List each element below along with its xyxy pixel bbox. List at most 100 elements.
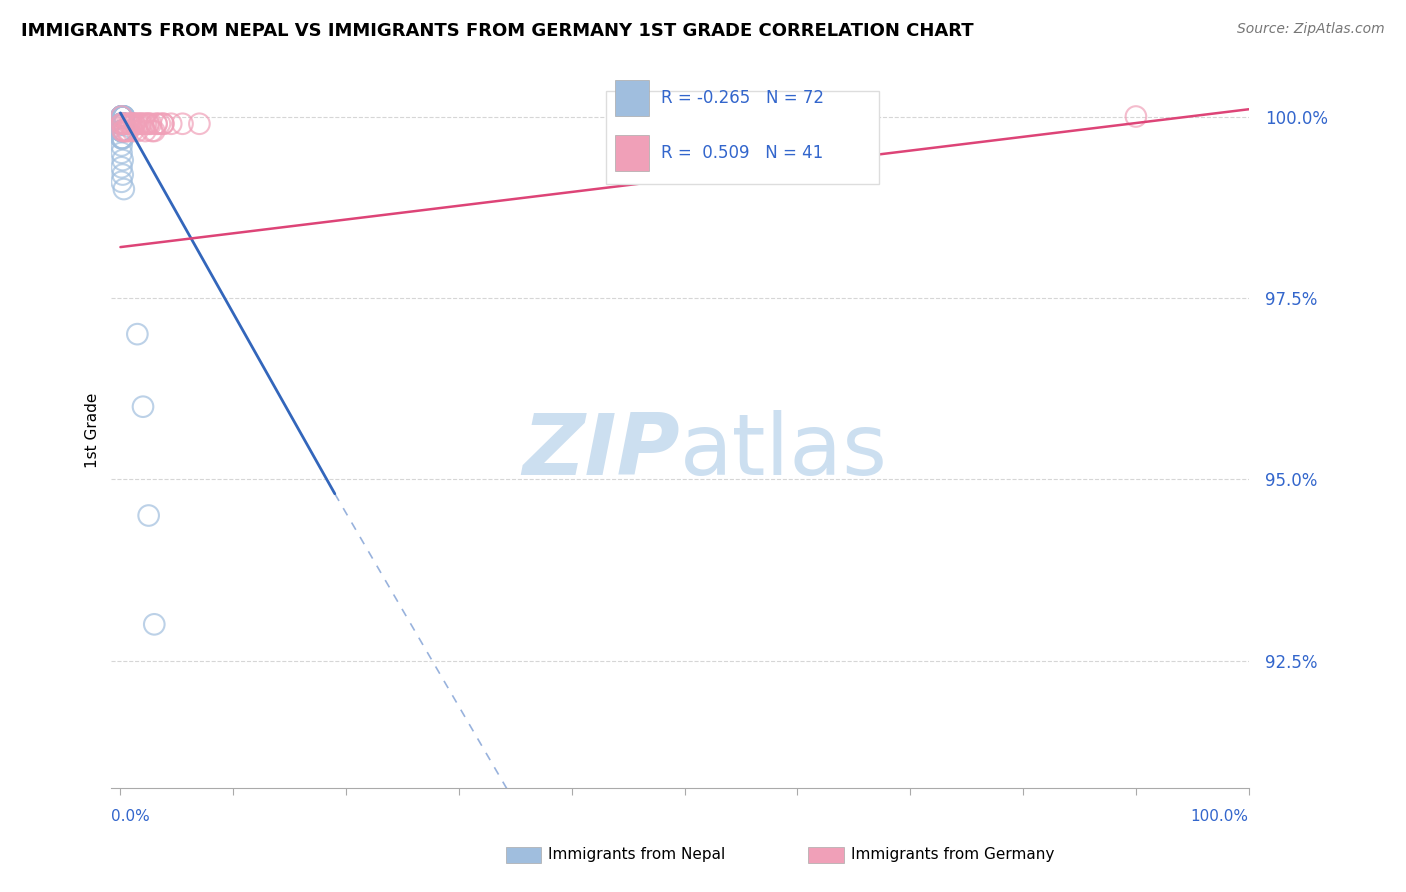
Point — [110, 117, 132, 131]
Text: atlas: atlas — [681, 410, 889, 493]
Point — [110, 117, 132, 131]
Point — [132, 117, 155, 131]
Point — [111, 117, 134, 131]
Point — [111, 110, 134, 124]
Point — [110, 110, 132, 124]
Point — [124, 117, 146, 131]
Point — [112, 117, 135, 131]
Text: 100.0%: 100.0% — [1191, 809, 1249, 824]
Point — [145, 117, 167, 131]
Point — [110, 110, 132, 124]
Point — [110, 124, 132, 138]
Point — [111, 124, 134, 138]
Point — [111, 131, 134, 145]
Point — [111, 124, 134, 138]
Point — [1125, 110, 1147, 124]
Point — [111, 131, 134, 145]
Point — [110, 110, 132, 124]
Point — [111, 117, 134, 131]
Point — [134, 124, 156, 138]
Point — [121, 124, 143, 138]
FancyBboxPatch shape — [616, 136, 650, 171]
Point — [138, 117, 160, 131]
Point — [110, 110, 132, 124]
Point — [132, 400, 155, 414]
Point — [110, 110, 132, 124]
Text: Immigrants from Nepal: Immigrants from Nepal — [548, 847, 725, 862]
Point — [111, 117, 134, 131]
Point — [110, 124, 132, 138]
Text: R =  0.509   N = 41: R = 0.509 N = 41 — [661, 144, 823, 162]
Point — [112, 110, 135, 124]
Point — [110, 117, 132, 131]
Point — [111, 117, 134, 131]
Point — [139, 117, 162, 131]
Point — [121, 117, 143, 131]
Point — [111, 110, 134, 124]
Point — [143, 124, 166, 138]
Point — [111, 124, 134, 138]
Point — [111, 117, 134, 131]
Point — [111, 110, 134, 124]
Point — [117, 124, 139, 138]
Point — [112, 110, 135, 124]
Point — [111, 117, 134, 131]
Point — [122, 117, 145, 131]
Point — [111, 124, 134, 138]
Y-axis label: 1st Grade: 1st Grade — [86, 392, 100, 468]
Point — [149, 117, 172, 131]
Point — [110, 124, 132, 138]
Text: IMMIGRANTS FROM NEPAL VS IMMIGRANTS FROM GERMANY 1ST GRADE CORRELATION CHART: IMMIGRANTS FROM NEPAL VS IMMIGRANTS FROM… — [21, 22, 974, 40]
Point — [121, 117, 143, 131]
Point — [112, 117, 135, 131]
Point — [138, 117, 160, 131]
Point — [129, 117, 152, 131]
Point — [111, 124, 134, 138]
Point — [110, 117, 132, 131]
Point — [141, 124, 163, 138]
Point — [110, 117, 132, 131]
Point — [111, 117, 134, 131]
Point — [111, 124, 134, 138]
Point — [111, 153, 134, 167]
Point — [127, 117, 149, 131]
Point — [110, 117, 132, 131]
FancyBboxPatch shape — [606, 91, 879, 184]
Point — [122, 117, 145, 131]
Point — [111, 124, 134, 138]
Point — [111, 117, 134, 131]
Text: Source: ZipAtlas.com: Source: ZipAtlas.com — [1237, 22, 1385, 37]
Point — [110, 175, 132, 189]
Point — [111, 117, 134, 131]
Point — [115, 117, 138, 131]
Point — [115, 124, 138, 138]
Point — [138, 508, 160, 523]
Point — [134, 117, 156, 131]
Point — [110, 117, 132, 131]
Point — [112, 110, 135, 124]
Point — [110, 117, 132, 131]
Point — [110, 110, 132, 124]
Point — [110, 110, 132, 124]
Point — [111, 110, 134, 124]
Point — [110, 161, 132, 175]
Point — [118, 117, 141, 131]
Point — [111, 117, 134, 131]
Point — [111, 117, 134, 131]
Point — [111, 110, 134, 124]
Point — [110, 131, 132, 145]
Point — [152, 117, 174, 131]
Point — [114, 117, 136, 131]
Point — [112, 117, 135, 131]
Point — [112, 110, 135, 124]
Text: R = -0.265   N = 72: R = -0.265 N = 72 — [661, 89, 824, 107]
Point — [111, 168, 134, 182]
Point — [111, 110, 134, 124]
Point — [112, 182, 135, 196]
Point — [160, 117, 183, 131]
Point — [110, 117, 132, 131]
Text: Immigrants from Germany: Immigrants from Germany — [851, 847, 1054, 862]
Point — [112, 124, 135, 138]
Point — [127, 327, 149, 342]
Point — [135, 117, 157, 131]
